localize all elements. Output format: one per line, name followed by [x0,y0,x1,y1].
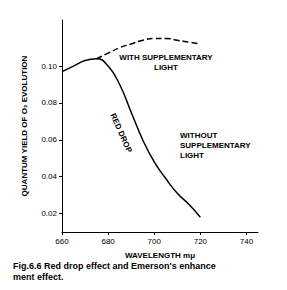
svg-text:680: 680 [101,237,115,246]
svg-text:720: 720 [194,237,208,246]
svg-text:0.06: 0.06 [41,135,57,144]
svg-text:WITH SUPPLEMENTARY: WITH SUPPLEMENTARY [119,53,213,62]
svg-text:ment effect.: ment effect. [13,272,64,282]
svg-text:660: 660 [55,237,69,246]
svg-text:0.10: 0.10 [41,62,57,71]
svg-text:0.02: 0.02 [41,209,57,218]
svg-text:WITHOUT: WITHOUT [180,131,217,140]
svg-text:700: 700 [148,237,162,246]
svg-text:0.04: 0.04 [41,172,57,181]
svg-text:LIGHT: LIGHT [180,151,204,160]
svg-text:SUPPLEMENTARY: SUPPLEMENTARY [180,141,251,150]
svg-text:LIGHT: LIGHT [154,63,178,72]
svg-text:740: 740 [240,237,254,246]
svg-text:Fig.6.6 Red drop effect and Em: Fig.6.6 Red drop effect and Emerson's en… [13,261,216,271]
svg-text:0.08: 0.08 [41,98,57,107]
svg-text:QUANTUM YIELD OF O₂ EVOLUTION: QUANTUM YIELD OF O₂ EVOLUTION [20,55,29,196]
svg-text:RED DROP: RED DROP [108,112,134,155]
svg-text:WAVELENGTH mμ: WAVELENGTH mμ [125,251,195,260]
